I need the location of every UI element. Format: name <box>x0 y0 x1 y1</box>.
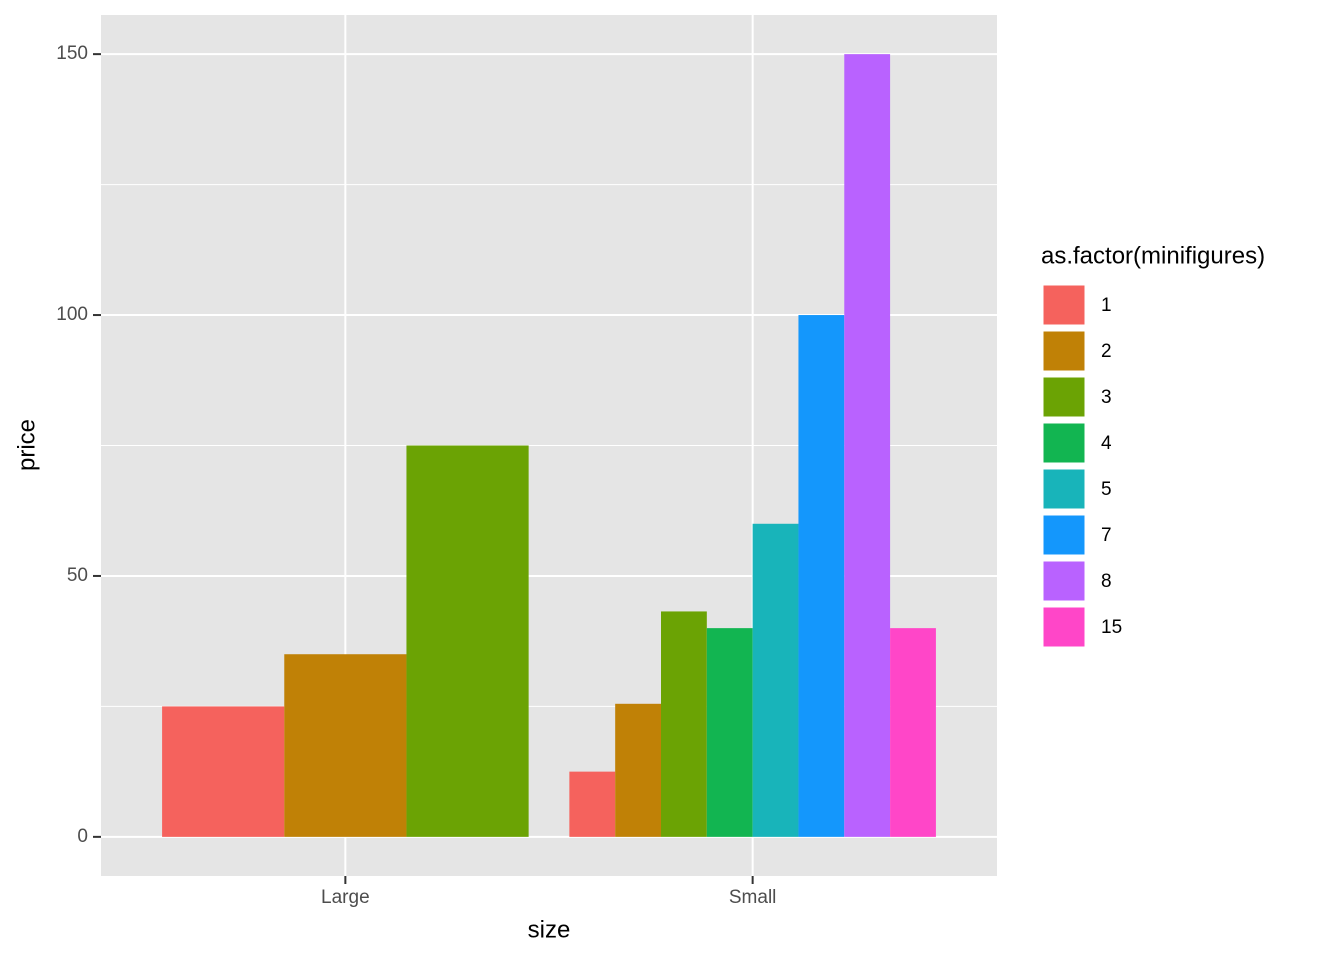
bar <box>798 315 845 837</box>
legend-label: 7 <box>1101 525 1112 546</box>
legend-key <box>1042 468 1086 510</box>
bar <box>569 771 616 837</box>
legend-key <box>1042 284 1086 326</box>
x-tick-label: Large <box>321 887 370 908</box>
bar <box>284 654 407 837</box>
bar <box>706 628 753 837</box>
x-axis-label: size <box>528 916 571 943</box>
legend-label: 8 <box>1101 571 1112 592</box>
legend-label: 1 <box>1101 295 1112 316</box>
bar <box>615 703 661 837</box>
legend-title: as.factor(minifigures) <box>1041 242 1265 269</box>
y-tick-label: 100 <box>56 304 88 325</box>
legend-label: 4 <box>1101 433 1112 454</box>
legend-key <box>1042 560 1086 602</box>
y-tick-label: 0 <box>77 826 88 847</box>
legend-key <box>1042 606 1086 648</box>
legend-label: 15 <box>1101 617 1122 638</box>
y-tick-label: 50 <box>67 565 88 586</box>
bar <box>661 611 707 837</box>
x-tick-label: Small <box>729 887 777 908</box>
bar <box>844 54 891 837</box>
legend-key <box>1042 514 1086 556</box>
legend-key <box>1042 330 1086 372</box>
legend-label: 3 <box>1101 387 1112 408</box>
bar <box>162 706 285 837</box>
bar <box>752 523 799 837</box>
bar <box>406 445 529 837</box>
y-tick-label: 150 <box>56 43 88 64</box>
legend-key <box>1042 376 1086 418</box>
legend-key <box>1042 422 1086 464</box>
legend-label: 2 <box>1101 341 1112 362</box>
bar <box>890 628 936 837</box>
y-axis-label: price <box>13 419 40 471</box>
legend-label: 5 <box>1101 479 1112 500</box>
